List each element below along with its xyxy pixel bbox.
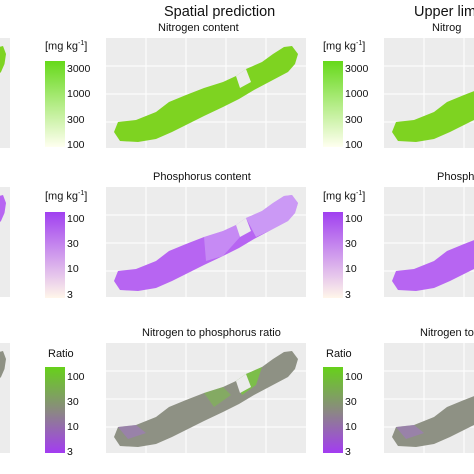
upper-nitrogen-map-panel <box>384 38 474 148</box>
phosphorus-panel-title: Phosphorus content <box>153 171 251 183</box>
left-phosphorus-svg <box>0 195 6 223</box>
upper-nitrogen-legend-tick: 1000 <box>345 88 369 100</box>
nitrogen-legend-tick: 3000 <box>67 63 91 75</box>
ratio-legend-tick: 100 <box>67 371 85 383</box>
nitrogen-legend-colorbar <box>45 61 65 147</box>
upper-nitrogen-map-svg <box>384 38 474 148</box>
upper-nitrogen-legend-tick: 3000 <box>345 63 369 75</box>
ratio-legend-title: Ratio <box>48 348 74 360</box>
upper-ratio-legend-tick: 10 <box>345 421 357 433</box>
upper-nitrogen-legend-tick: 300 <box>345 114 363 126</box>
left-ratio-svg <box>0 351 6 379</box>
upper-phosphorus-panel-title: Phosph <box>437 171 474 183</box>
upper-limit-header: Upper limit <box>414 4 474 20</box>
phosphorus-legend-colorbar <box>45 212 65 298</box>
lake-region <box>392 91 474 142</box>
upper-phosphorus-legend-tick: 10 <box>345 263 357 275</box>
left-ratio-map <box>0 343 10 453</box>
phosphorus-legend-title: [mg kg-1] <box>45 190 88 203</box>
lake-region <box>392 240 474 291</box>
ratio-legend-colorbar <box>45 367 65 453</box>
phosphorus-map-panel <box>106 187 306 297</box>
upper-phosphorus-legend-colorbar <box>323 212 343 298</box>
nitrogen-legend-tick: 1000 <box>67 88 91 100</box>
ratio-map-panel <box>106 343 306 453</box>
ratio-panel-title: Nitrogen to phosphorus ratio <box>142 327 281 339</box>
left-nitrogen-map <box>0 38 10 148</box>
upper-phosphorus-legend-title: [mg kg-1] <box>323 190 366 203</box>
upper-ratio-panel-title: Nitrogen to <box>420 327 474 339</box>
nitrogen-panel-title: Nitrogen content <box>158 22 239 34</box>
spatial-prediction-header: Spatial prediction <box>164 4 276 20</box>
ratio-legend-tick: 30 <box>67 396 79 408</box>
ratio-map-svg <box>106 343 306 453</box>
ratio-legend-tick: 3 <box>67 446 73 458</box>
upper-phosphorus-map-svg <box>384 187 474 297</box>
phosphorus-map-svg <box>106 187 306 297</box>
phosphorus-legend-tick: 100 <box>67 213 85 225</box>
nitrogen-legend-title: [mg kg-1] <box>45 40 88 53</box>
ratio-legend-tick: 10 <box>67 421 79 433</box>
upper-phosphorus-legend-tick: 100 <box>345 213 363 225</box>
upper-ratio-legend-tick: 100 <box>345 371 363 383</box>
upper-ratio-legend-tick: 30 <box>345 396 357 408</box>
upper-nitrogen-legend-colorbar <box>323 61 343 147</box>
nitrogen-map-svg <box>106 38 306 148</box>
phosphorus-legend-tick: 3 <box>67 289 73 301</box>
lake-region <box>392 396 474 447</box>
phosphorus-legend-tick: 10 <box>67 263 79 275</box>
upper-nitrogen-panel-title: Nitrog <box>432 22 462 34</box>
upper-nitrogen-legend-title: [mg kg-1] <box>323 40 366 53</box>
upper-phosphorus-legend-tick: 30 <box>345 238 357 250</box>
nitrogen-legend-tick: 100 <box>67 139 85 151</box>
left-phosphorus-map <box>0 187 10 297</box>
upper-nitrogen-legend-tick: 100 <box>345 139 363 151</box>
upper-ratio-map-panel <box>384 343 474 453</box>
nitrogen-map-panel <box>106 38 306 148</box>
upper-phosphorus-map-panel <box>384 187 474 297</box>
upper-ratio-legend-colorbar <box>323 367 343 453</box>
upper-ratio-map-svg <box>384 343 474 453</box>
phosphorus-legend-tick: 30 <box>67 238 79 250</box>
nitrogen-legend-tick: 300 <box>67 114 85 126</box>
left-nitrogen-svg <box>0 46 6 74</box>
lake-region <box>114 46 298 142</box>
upper-ratio-legend-title: Ratio <box>326 348 352 360</box>
upper-phosphorus-legend-tick: 3 <box>345 289 351 301</box>
upper-ratio-legend-tick: 3 <box>345 446 351 458</box>
